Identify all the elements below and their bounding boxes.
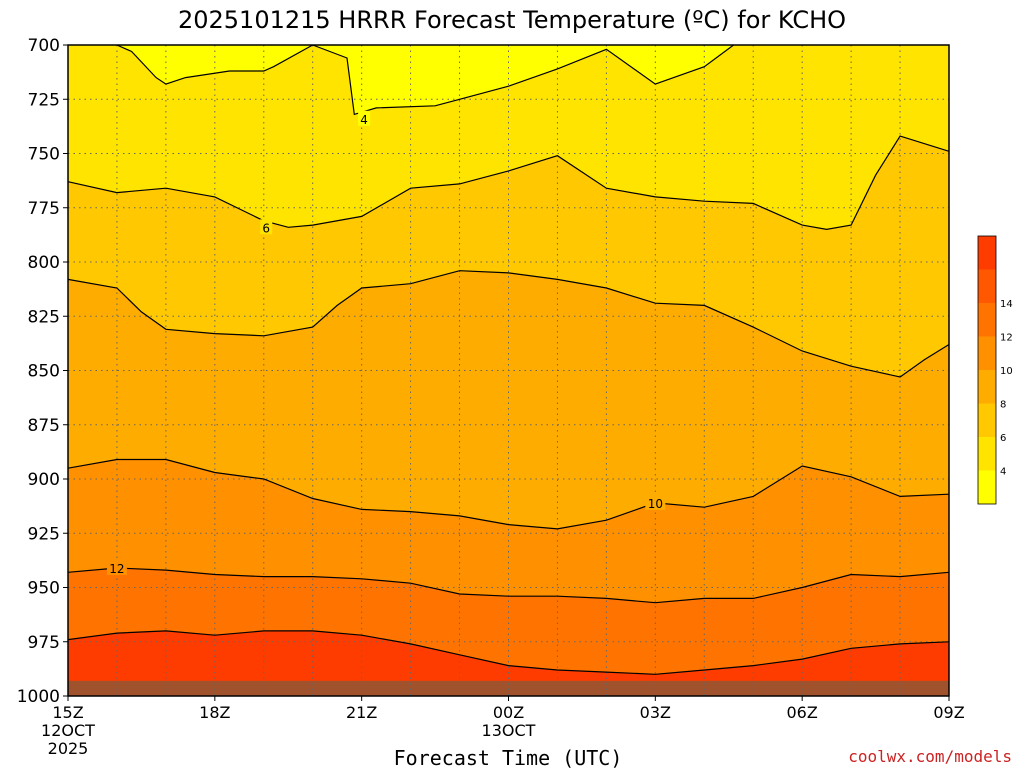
y-tick-label: 925 — [28, 524, 60, 544]
band-fill-below-4c — [68, 45, 949, 115]
ground-surface — [68, 680, 949, 696]
colorbar-swatch — [978, 403, 996, 437]
colorbar-legend: 4 6 8 10 12 14 — [977, 235, 1013, 505]
contour-label-bg — [106, 559, 127, 575]
gridlines — [68, 45, 949, 696]
contour-lines — [67, 44, 950, 675]
colorbar-swatch — [978, 269, 996, 303]
colorbar-label: 14 — [1000, 299, 1013, 310]
y-tick-label: 875 — [28, 416, 60, 436]
colorbar-label: 8 — [1000, 400, 1006, 411]
colorbar-swatch — [978, 470, 996, 504]
colorbar-label: 12 — [1000, 333, 1013, 344]
y-tick-label: 850 — [28, 362, 60, 382]
colorbar-swatch — [978, 336, 996, 370]
contour-label-bg — [358, 110, 371, 126]
contour-label-bg — [645, 494, 666, 510]
contour-label: 6 — [262, 221, 270, 235]
y-tick-label: 975 — [28, 633, 60, 653]
band-fill-below-6c — [68, 45, 949, 230]
y-tick-label: 1000 — [17, 687, 60, 707]
y-tick-label: 700 — [28, 36, 60, 56]
x-axis-title: Forecast Time (UTC) — [394, 746, 623, 768]
contour-line-14c — [67, 630, 950, 675]
y-tick-label: 750 — [28, 145, 60, 165]
contour-line-8c — [67, 270, 950, 378]
x-tick-label: 18Z — [199, 703, 230, 722]
colorbar-swatch — [978, 236, 996, 270]
colorbar-swatch — [978, 437, 996, 471]
x-tick-label: 21Z — [346, 703, 377, 722]
contour-line-4c — [116, 44, 734, 116]
y-tick-label: 725 — [28, 90, 60, 110]
contour-line-10c — [67, 458, 950, 530]
colorbar-frame — [977, 235, 997, 505]
x-tick-label: 06Z — [787, 703, 818, 722]
y-tick-label: 800 — [28, 253, 60, 273]
x-tick-label: 09Z — [933, 703, 964, 722]
colorbar-label: 4 — [1000, 467, 1006, 478]
contour-labels: 4 6 10 12 — [106, 110, 666, 576]
colorbar-swatch — [978, 370, 996, 404]
contour-label: 12 — [109, 562, 124, 576]
contour-line-6c — [67, 135, 950, 231]
credit-link[interactable]: coolwx.com/models — [848, 747, 1012, 766]
contour-label: 4 — [360, 113, 368, 127]
y-tick-label: 950 — [28, 579, 60, 599]
colorbar-label: 6 — [1000, 433, 1006, 444]
contour-label-bg — [260, 219, 273, 235]
y-axis: 700 725 750 775 800 825 850 875 900 925 950 975 1000 — [17, 36, 68, 707]
colorbar-swatch — [978, 303, 996, 337]
x-tick-label: 03Z — [640, 703, 671, 722]
colorbar-label: 10 — [1000, 366, 1013, 377]
x-tick-label: 15Z 12OCT 2025 — [41, 703, 95, 758]
contour-line-12c — [67, 567, 950, 604]
x-axis: 15Z 12OCT 2025 18Z 21Z 00Z 13OCT 03Z 06Z 09Z — [41, 696, 965, 758]
y-tick-label: 825 — [28, 307, 60, 327]
y-tick-label: 775 — [28, 199, 60, 219]
contour-label: 10 — [648, 497, 663, 511]
chart-title: 2025101215 HRRR Forecast Temperature (ºC… — [178, 6, 846, 34]
x-tick-label: 00Z 13OCT — [482, 703, 536, 740]
y-tick-label: 900 — [28, 470, 60, 490]
